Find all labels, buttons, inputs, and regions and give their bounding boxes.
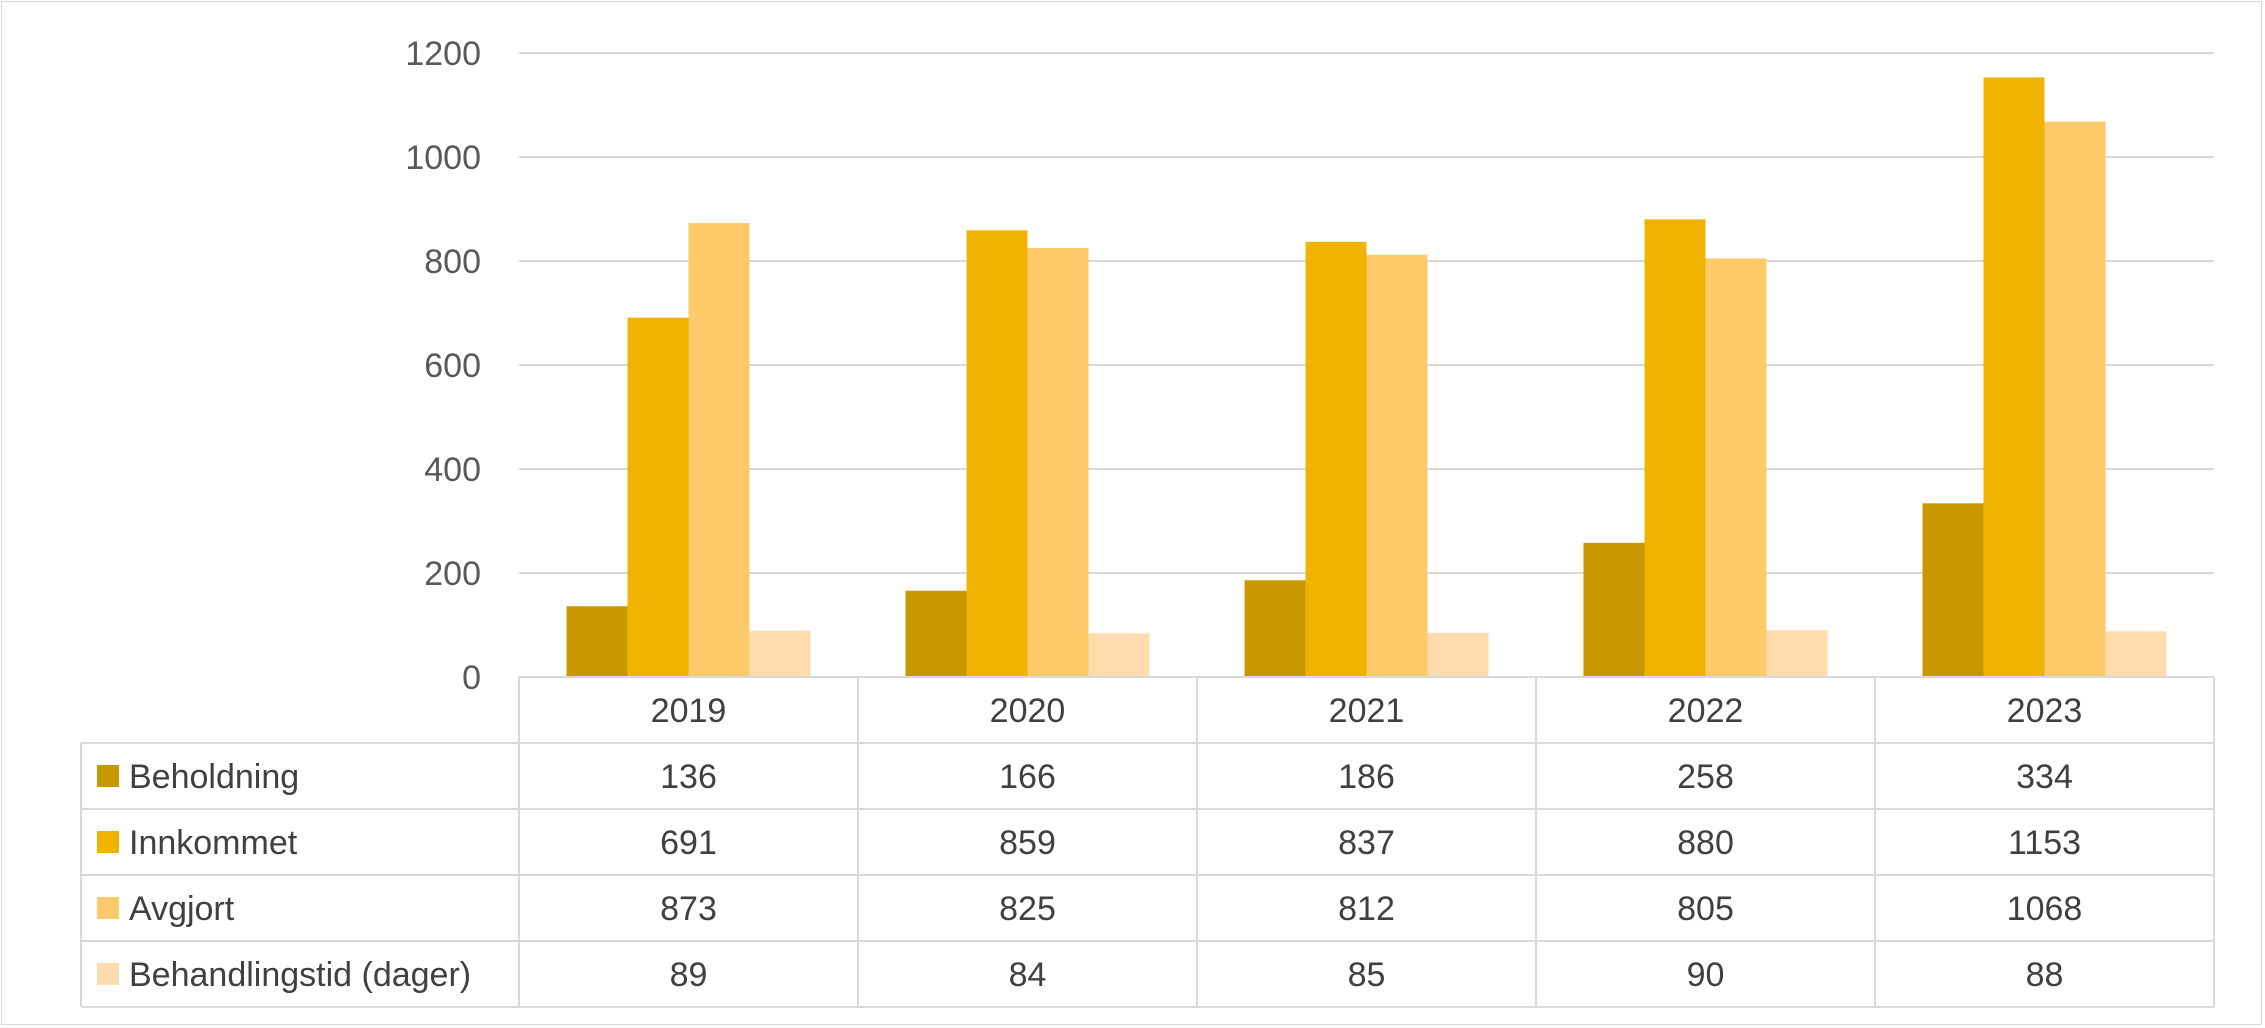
data-table-value: 84 xyxy=(1009,956,1047,994)
bar-beholdning-2021 xyxy=(1244,580,1306,677)
x-category-label: 2020 xyxy=(990,692,1066,730)
data-table-value: 1153 xyxy=(2008,824,2081,862)
data-table-value: 186 xyxy=(1338,758,1395,796)
y-tick-label: 200 xyxy=(424,555,481,593)
bar-avgjort-2021 xyxy=(1366,254,1428,677)
legend-label: Avgjort xyxy=(129,890,235,928)
data-table-value: 825 xyxy=(999,890,1056,928)
bar-innkommet-2022 xyxy=(1644,219,1706,677)
bar-beholdning-2020 xyxy=(905,590,967,677)
y-tick-label: 1200 xyxy=(405,35,481,73)
legend-key xyxy=(97,897,119,919)
bar-innkommet-2023 xyxy=(1983,77,2045,677)
bar-innkommet-2019 xyxy=(627,317,689,677)
y-tick-label: 600 xyxy=(424,347,481,385)
legend-key xyxy=(97,831,119,853)
data-table-value: 136 xyxy=(660,758,717,796)
data-table-value: 812 xyxy=(1338,890,1395,928)
data-table-value: 89 xyxy=(670,956,708,994)
data-table-value: 85 xyxy=(1348,956,1386,994)
bar-beholdning-2022 xyxy=(1583,542,1645,677)
bar-beholdning-2023 xyxy=(1922,503,1984,677)
data-table-value: 258 xyxy=(1677,758,1734,796)
bar-behandlingstid-dager-2020 xyxy=(1088,633,1150,677)
y-tick-label: 400 xyxy=(424,451,481,489)
x-category-label: 2019 xyxy=(651,692,727,730)
data-table-value: 880 xyxy=(1677,824,1734,862)
x-category-label: 2023 xyxy=(2007,692,2083,730)
y-tick-label: 1000 xyxy=(405,139,481,177)
data-table-value: 805 xyxy=(1677,890,1734,928)
x-category-label: 2022 xyxy=(1668,692,1744,730)
data-table-value: 873 xyxy=(660,890,717,928)
legend-label: Innkommet xyxy=(129,824,298,862)
legend-key xyxy=(97,765,119,787)
data-table-value: 1068 xyxy=(2007,890,2083,928)
bar-innkommet-2021 xyxy=(1305,241,1367,677)
bar-innkommet-2020 xyxy=(966,230,1028,677)
bar-behandlingstid-dager-2019 xyxy=(749,630,811,677)
data-table-value: 334 xyxy=(2016,758,2073,796)
y-tick-label: 0 xyxy=(462,659,481,697)
data-table-value: 691 xyxy=(660,824,717,862)
data-table-value: 166 xyxy=(999,758,1056,796)
bar-avgjort-2023 xyxy=(2044,121,2106,677)
bar-beholdning-2019 xyxy=(566,606,628,677)
bar-avgjort-2019 xyxy=(688,223,750,678)
bar-behandlingstid-dager-2023 xyxy=(2105,631,2167,677)
legend-label: Behandlingstid (dager) xyxy=(129,956,471,994)
bar-avgjort-2022 xyxy=(1705,258,1767,677)
data-table-value: 90 xyxy=(1687,956,1725,994)
legend-label: Beholdning xyxy=(129,758,299,796)
bar-behandlingstid-dager-2021 xyxy=(1427,632,1489,677)
x-category-label: 2021 xyxy=(1329,692,1405,730)
bar-avgjort-2020 xyxy=(1027,248,1089,677)
y-tick-label: 800 xyxy=(424,243,481,281)
legend-key xyxy=(97,963,119,985)
data-table-value: 88 xyxy=(2026,956,2064,994)
bar-behandlingstid-dager-2022 xyxy=(1766,630,1828,677)
data-table-value: 837 xyxy=(1338,824,1395,862)
data-table-value: 859 xyxy=(999,824,1056,862)
